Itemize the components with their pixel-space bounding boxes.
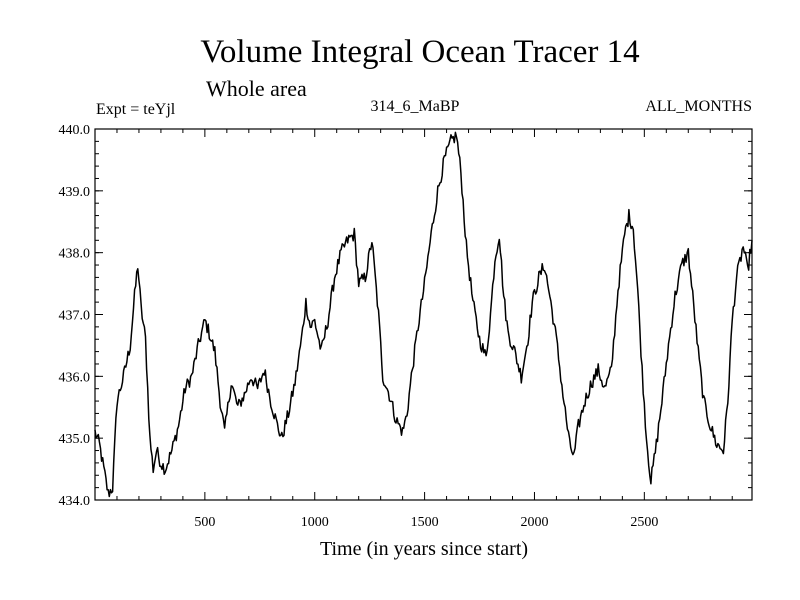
y-tick-label: 436.0 (59, 370, 91, 385)
run-label: 314_6_MaBP (371, 98, 460, 115)
x-axis-label: Time (in years since start) (320, 538, 528, 560)
x-tick-label: 1500 (411, 515, 439, 530)
chart-title: Volume Integral Ocean Tracer 14 (200, 34, 639, 70)
y-tick-label: 439.0 (59, 185, 91, 200)
y-tick-label: 440.0 (59, 123, 91, 138)
x-tick-label: 2500 (630, 515, 658, 530)
plot-area: 434.0 435.0 436.0 437.0 438.0 439.0 440.0 500 10… (59, 123, 753, 530)
y-tick-label: 435.0 (59, 432, 91, 447)
chart-subtitle: Whole area (206, 76, 307, 101)
x-tick-label: 1000 (301, 515, 329, 530)
x-tick-label: 2000 (520, 515, 548, 530)
y-tick-label: 434.0 (59, 494, 91, 509)
plot-frame (94, 128, 753, 501)
expt-label: Expt = teYjl (96, 101, 176, 118)
y-tick-label: 438.0 (59, 247, 91, 262)
series-line (94, 131, 753, 498)
y-tick-label: 437.0 (59, 309, 91, 324)
x-tick-label: 500 (194, 515, 215, 530)
months-label: ALL_MONTHS (645, 98, 752, 115)
